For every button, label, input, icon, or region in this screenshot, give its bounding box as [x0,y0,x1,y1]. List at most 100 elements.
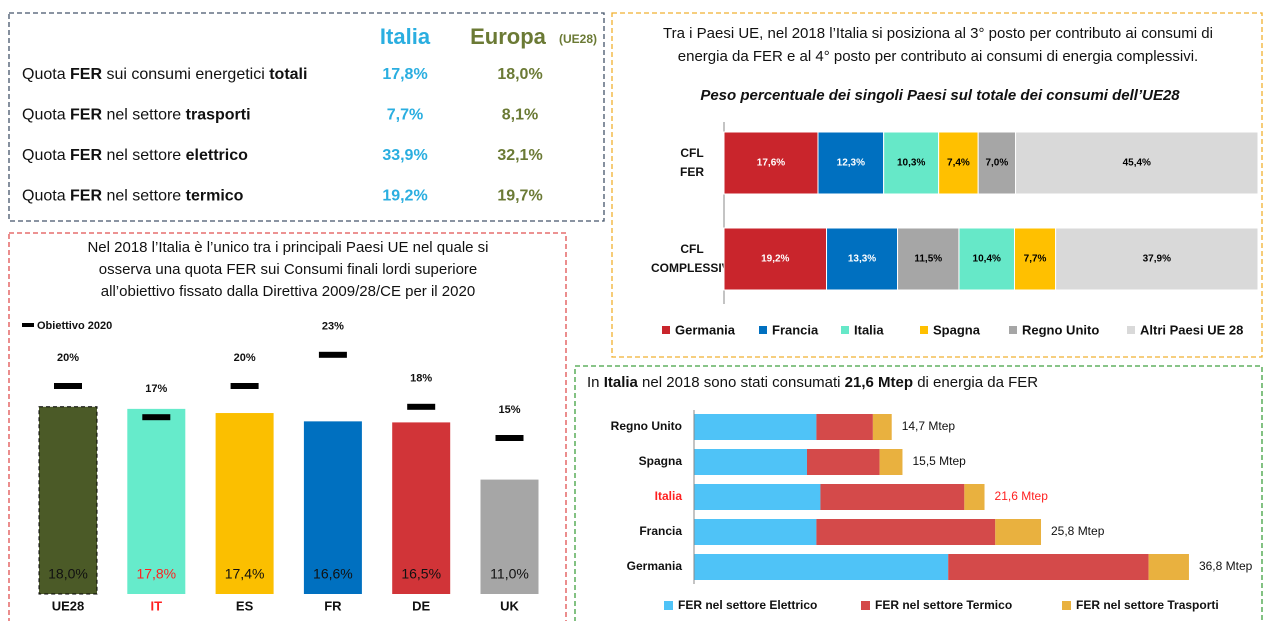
bar-segment [995,519,1042,545]
legend-swatch [1127,326,1135,334]
target-mark [54,383,82,389]
target-mark [230,383,259,389]
bar-segment [826,227,899,291]
bar-segment [694,414,817,440]
target-mark [318,351,347,358]
y-tick-label: Regno Unito [611,419,682,433]
text-part: di energia da FER [913,374,1038,391]
segment-label: 7,0% [985,158,1008,169]
legend-label: Italia [854,322,884,337]
text-part: FER [70,188,102,205]
bar-segment [816,519,996,545]
text-part: Quota [22,66,70,83]
y-tick-label: COMPLESSIVI [651,261,733,275]
text-part: In [587,374,604,391]
value-europa: 18,0% [497,66,542,83]
bar-segment [694,449,807,475]
bar-segment [723,227,828,291]
text-part: 21,6 Mtep [845,374,913,391]
bar-segment [723,131,819,195]
bar [392,422,451,594]
bar [480,479,539,594]
chart-subtitle: Peso percentuale dei singoli Paesi sul t… [700,87,1180,104]
bar-value-label: 17,8% [136,566,176,582]
legend-target [22,323,34,327]
legend-swatch [920,326,928,334]
target-label: 17% [145,383,167,395]
bar-segment [806,449,880,475]
bar [38,406,98,595]
x-tick-label: UE28 [52,598,85,613]
bar-segment [817,131,885,195]
bar-segment [694,519,817,545]
y-tick-label: Italia [655,489,683,503]
y-tick-label: CFL [680,242,703,256]
x-tick-label: UK [500,598,519,613]
header-europa: Europa [470,24,547,49]
total-label: 36,8 Mtep [1199,559,1253,573]
bar-segment [820,484,965,510]
value-italia: 19,2% [382,188,427,205]
text-part: FER [70,107,102,124]
text-part: Quota [22,107,70,124]
target-mark [407,403,436,410]
total-label: 25,8 Mtep [1051,524,1105,538]
target-mark [495,435,524,441]
text-part: sui consumi energetici [102,66,269,83]
target-label: 18% [410,373,432,385]
legend-label: FER nel settore Trasporti [1076,598,1219,612]
segment-label: 7,7% [1024,254,1047,265]
value-europa: 32,1% [497,147,542,164]
target-label: 20% [57,352,79,364]
segment-label: 19,2% [761,254,789,265]
bar-segment [883,131,940,195]
total-label: 14,7 Mtep [902,419,956,433]
x-tick-label: FR [324,598,342,613]
bar-segment [1015,131,1259,195]
bar [303,421,362,594]
mixed-text: Quota FER nel settore trasporti [22,107,251,124]
bar-value-label: 17,4% [225,566,265,582]
target-mark [142,414,171,421]
segment-label: 13,3% [848,254,876,265]
target-label: 20% [234,352,256,364]
text-part: FER [70,66,102,83]
legend-swatch [1009,326,1017,334]
chart-title: all’obiettivo fissato dalla Direttiva 20… [101,283,475,300]
legend-swatch [841,326,849,334]
text-part: Italia [604,374,639,391]
text-part: nel settore [102,188,186,205]
bar-segment [872,414,892,440]
text-part: nel 2018 sono stati consumati [638,374,845,391]
bar-segment [977,131,1017,195]
bar-segment [1148,554,1189,580]
value-europa: 8,1% [502,107,538,124]
chart-title: Nel 2018 l’Italia è l’unico tra i princi… [87,239,488,256]
x-tick-label: IT [151,598,163,613]
y-tick-label: FER [680,165,704,179]
bar-segment [694,554,949,580]
segment-label: 37,9% [1143,254,1171,265]
value-italia: 33,9% [382,147,427,164]
segment-label: 10,3% [897,158,925,169]
table-box [8,12,605,222]
y-tick-label: CFL [680,146,703,160]
legend-swatch [664,601,673,610]
y-tick-label: Francia [639,524,682,538]
value-italia: 17,8% [382,66,427,83]
legend-label: FER nel settore Termico [875,598,1012,612]
y-tick-label: Spagna [639,454,683,468]
text-part: nel settore [102,147,186,164]
legend-swatch [759,326,767,334]
mixed-text: In Italia nel 2018 sono stati consumati … [587,374,1038,391]
total-label: 15,5 Mtep [912,454,966,468]
legend-swatch [1062,601,1071,610]
segment-label: 12,3% [837,158,865,169]
segment-label: 11,5% [914,254,942,265]
text-part: Quota [22,147,70,164]
legend-label: Regno Unito [1022,322,1099,337]
text-part: totali [269,66,307,83]
legend-label: FER nel settore Elettrico [678,598,817,612]
